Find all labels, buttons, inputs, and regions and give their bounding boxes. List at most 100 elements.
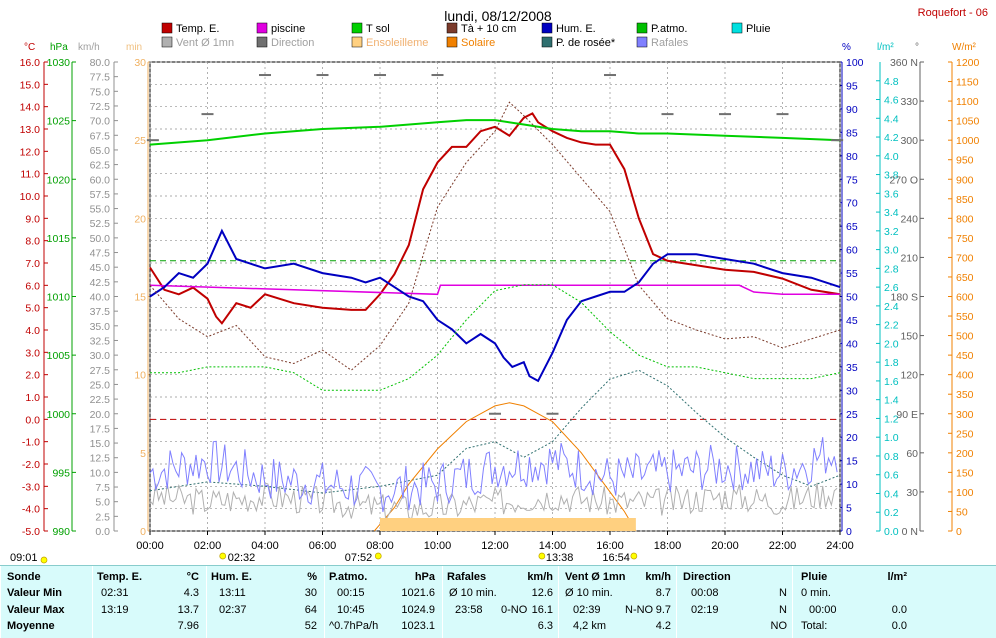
- axis-label-pct: 80: [846, 151, 858, 163]
- row-max-label: Valeur Max: [7, 604, 65, 616]
- unit-min: min: [126, 42, 142, 53]
- legend-label: Pluie: [746, 23, 770, 35]
- direction-avg-val: NO: [770, 620, 788, 632]
- hum-min-time: 13:11: [219, 587, 246, 599]
- series-t-sol: [149, 119, 841, 146]
- pluie-total-label: Total:: [801, 620, 828, 632]
- axis-label-kmh: 47.5: [90, 248, 111, 260]
- temp-max-val: 13.7: [177, 604, 199, 616]
- axis-label-min: 0: [140, 526, 146, 538]
- x-tick-label: 20:00: [711, 540, 739, 552]
- marker-t2: 07:52: [345, 552, 373, 564]
- series-direction-mark: [604, 74, 616, 77]
- axis-label-celsius: 4.0: [25, 325, 40, 337]
- x-tick-label: 12:00: [481, 540, 509, 552]
- temp-min-time: 02:31: [101, 587, 129, 599]
- patmo-min-val: 1021.6: [401, 587, 435, 599]
- patmo-max-val: 1024.9: [401, 604, 435, 616]
- axis-label-wm2: 700: [956, 252, 974, 264]
- temp-min-val: 4.3: [183, 587, 199, 599]
- axis-label-wm2: 0: [956, 526, 962, 538]
- axis-label-lm2: 1.2: [884, 413, 899, 425]
- axis-label-kmh: 77.5: [90, 72, 111, 84]
- axis-label-kmh: 10.0: [90, 467, 111, 479]
- unit-deg: °: [915, 42, 919, 53]
- axis-label-pct: 95: [846, 80, 858, 92]
- axis-label-pct: 100: [846, 57, 864, 69]
- temp-max-time: 13:19: [101, 604, 129, 616]
- axis-label-kmh: 65.0: [90, 145, 111, 157]
- axis-label-lm2: 4.8: [884, 76, 899, 88]
- axis-label-min: 20: [134, 213, 146, 225]
- axis-label-pct: 20: [846, 432, 858, 444]
- axis-label-wm2: 300: [956, 409, 974, 421]
- series-solaire: [373, 402, 637, 532]
- axis-label-wm2: 650: [956, 272, 974, 284]
- axis-label-wm2: 150: [956, 467, 974, 479]
- col-hum: Hum. E.% 13:11 30 02:37 64 52: [206, 566, 325, 638]
- axis-label-deg: 0 N: [902, 526, 918, 538]
- rafales-avg-val: 6.3: [537, 620, 553, 632]
- axis-label-kmh: 50.0: [90, 233, 111, 245]
- axis-label-hpa: 1005: [47, 350, 71, 362]
- axis-label-celsius: 10.0: [20, 191, 41, 203]
- rafales-max-val: 16.1: [531, 604, 553, 616]
- axis-label-kmh: 40.0: [90, 292, 111, 304]
- axis-label-lm2: 2.8: [884, 263, 899, 275]
- series-direction-mark: [831, 139, 844, 142]
- axis-label-lm2: 1.4: [884, 395, 899, 407]
- axis-label-wm2: 900: [956, 174, 974, 186]
- legend-swatch: [541, 36, 553, 48]
- axis-label-celsius: -1.0: [22, 437, 40, 449]
- axis-label-lm2: 4.4: [884, 113, 899, 125]
- axis-label-kmh: 7.5: [95, 482, 110, 494]
- axis-label-wm2: 800: [956, 213, 974, 225]
- axis-label-kmh: 25.0: [90, 379, 111, 391]
- axis-label-wm2: 450: [956, 350, 974, 362]
- axis-label-kmh: 57.5: [90, 189, 111, 201]
- axis-label-kmh: 35.0: [90, 321, 111, 333]
- legend-label: Rafales: [651, 37, 689, 49]
- patmo-unit: hPa: [414, 571, 435, 583]
- axis-label-kmh: 70.0: [90, 116, 111, 128]
- weather-chart: lundi, 08/12/2008 Roquefort - 06 Temp. E…: [10, 7, 988, 564]
- series-temp-e-: [149, 112, 841, 325]
- axis-label-kmh: 45.0: [90, 262, 111, 274]
- sun-icon: [538, 552, 546, 560]
- axis-label-lm2: 4.6: [884, 95, 899, 107]
- legend-swatch: [161, 22, 173, 34]
- axis-label-celsius: 0.0: [25, 414, 40, 426]
- marker-sunrise-time: 09:01: [10, 552, 38, 564]
- axis-label-kmh: 5.0: [95, 497, 110, 509]
- unit-lm2: l/m²: [877, 42, 894, 53]
- legend-swatch: [351, 36, 363, 48]
- x-tick-label: 14:00: [539, 540, 567, 552]
- axis-label-wm2: 400: [956, 370, 974, 382]
- unit-hpa: hPa: [50, 42, 68, 53]
- marker-t4: 16:54: [602, 552, 630, 564]
- axis-label-deg: 240: [900, 213, 918, 225]
- axis-label-pct: 40: [846, 338, 858, 350]
- axis-label-lm2: 3.0: [884, 245, 899, 257]
- axis-label-pct: 85: [846, 127, 858, 139]
- axis-label-celsius: 13.0: [20, 124, 41, 136]
- axis-label-pct: 5: [846, 503, 852, 515]
- axis-label-wm2: 750: [956, 233, 974, 245]
- row-min-label: Valeur Min: [7, 587, 63, 599]
- pluie-max-time: 00:00: [809, 604, 837, 616]
- axis-label-lm2: 2.6: [884, 282, 899, 294]
- legend-swatch: [351, 22, 363, 34]
- axis-label-deg: 90 E: [896, 409, 918, 421]
- axis-label-hpa: 1030: [47, 57, 71, 69]
- axis-label-wm2: 1150: [956, 77, 979, 89]
- axis-label-celsius: 15.0: [20, 79, 41, 91]
- axis-label-lm2: 2.4: [884, 301, 899, 313]
- axis-label-deg: 30: [906, 487, 918, 499]
- axis-label-lm2: 0.0: [884, 526, 899, 538]
- hum-max-time: 02:37: [219, 604, 247, 616]
- col-direction: Direction 00:08 N 02:19 N NO: [676, 566, 793, 638]
- axis-label-deg: 360 N: [890, 57, 918, 69]
- axis-label-kmh: 0.0: [95, 526, 110, 538]
- hum-min-val: 30: [304, 587, 317, 599]
- legend-label: piscine: [271, 23, 305, 35]
